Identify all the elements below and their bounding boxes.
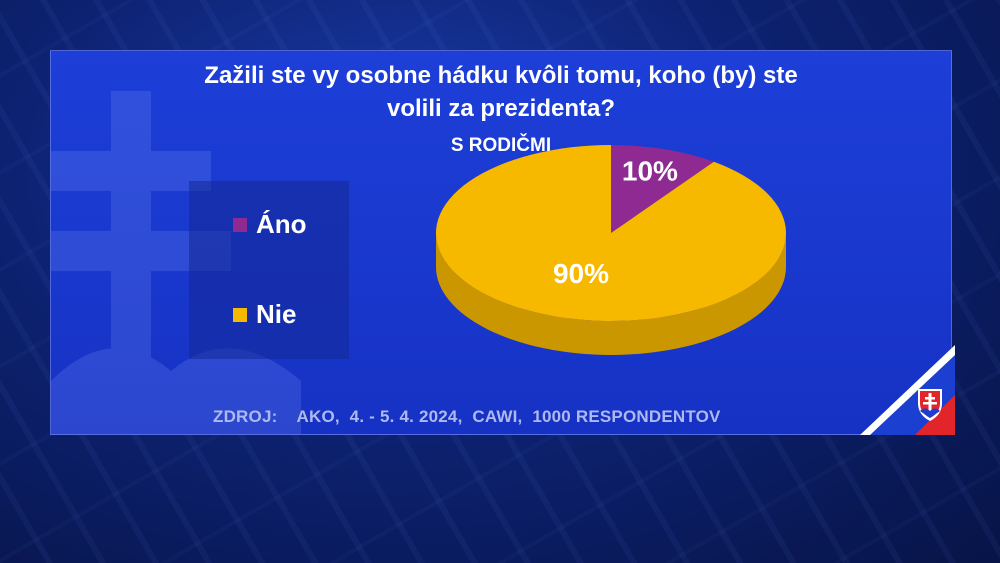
pie-chart: 10% 90% bbox=[436, 145, 787, 355]
double-cross-watermark bbox=[51, 91, 301, 434]
chart-title: Zažili ste vy osobne hádku kvôli tomu, k… bbox=[51, 59, 951, 125]
pie-slice-nie bbox=[436, 145, 787, 321]
chart-subtitle: S RODIČMI bbox=[450, 135, 552, 156]
pie-value-label-nie: 90% bbox=[553, 258, 609, 289]
title-line-2: volili za prezidenta? bbox=[386, 95, 616, 122]
title-line-1: Zažili ste vy osobne hádku kvôli tomu, k… bbox=[204, 62, 798, 89]
slovak-coat-of-arms-icon bbox=[918, 389, 942, 421]
chart-panel: Zažili ste vy osobne hádku kvôli tomu, k… bbox=[50, 50, 952, 435]
legend-swatch-nie bbox=[233, 307, 247, 322]
legend-label-nie: Nie bbox=[256, 299, 297, 329]
source-note: ZDROJ: AKO, 4. - 5. 4. 2024, CAWI, 1000 … bbox=[213, 407, 721, 426]
legend-item-ano: Áno bbox=[233, 209, 307, 240]
pie-value-label-ano: 10% bbox=[622, 156, 678, 187]
flag-corner-badge bbox=[860, 345, 955, 435]
legend: Áno Nie bbox=[189, 181, 349, 359]
pie-side-1 bbox=[436, 233, 786, 355]
legend-label-ano: Áno bbox=[256, 209, 307, 239]
legend-item-nie: Nie bbox=[233, 299, 296, 330]
legend-swatch-ano bbox=[233, 217, 247, 232]
pie-slice-ano bbox=[611, 145, 714, 233]
